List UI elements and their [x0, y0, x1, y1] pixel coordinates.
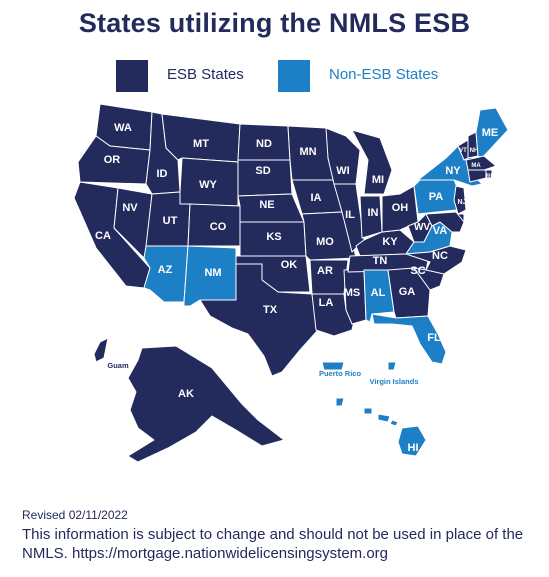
state-mi: [351, 129, 393, 195]
state-label-mi: MI: [372, 174, 384, 186]
state-label-wi: WI: [336, 165, 349, 177]
state-hi: [397, 425, 427, 457]
state-label-va: VA: [433, 225, 448, 237]
state-label-wa: WA: [114, 122, 132, 134]
state-nc: [405, 245, 467, 275]
state-label-tx: TX: [263, 304, 278, 316]
legend-swatch-non-esb: [278, 60, 310, 92]
state-label-ga: GA: [399, 286, 416, 298]
state-ak: [127, 345, 285, 463]
state-me: [475, 107, 509, 159]
state-label-mo: MO: [316, 236, 334, 248]
state-label-ks: KS: [266, 231, 281, 243]
us-map: WA OR CA NV ID MT WY UT AZ CO NM ND SD NE KS OK TX MN IA MO…: [73, 103, 509, 463]
state-label-ms: MS: [344, 287, 361, 299]
state-label-ri: RI: [486, 174, 492, 180]
state-label-nd: ND: [256, 138, 272, 150]
state-hi_isl3: [389, 419, 399, 427]
territory-label-virgin-islands: Virgin Islands: [369, 377, 418, 386]
revised-date: Revised 02/11/2022: [22, 508, 128, 522]
state-label-in: IN: [368, 207, 379, 219]
state-label-wy: WY: [199, 179, 217, 191]
state-label-ca: CA: [95, 230, 111, 242]
state-label-co: CO: [210, 221, 227, 233]
state-label-hi: HI: [408, 442, 419, 454]
state-label-nv: NV: [122, 202, 138, 214]
state-puerto-rico: [321, 361, 345, 371]
state-tx: [199, 263, 319, 377]
state-label-sd: SD: [255, 165, 270, 177]
state-label-ia: IA: [311, 192, 322, 204]
territory-label-puerto-rico: Puerto Rico: [319, 369, 362, 378]
state-label-ne: NE: [259, 199, 274, 211]
state-label-or: OR: [104, 154, 121, 166]
state-label-id: ID: [157, 168, 168, 180]
state-label-il: IL: [345, 209, 355, 221]
state-label-ar: AR: [317, 265, 333, 277]
state-label-de: DE: [465, 212, 475, 219]
legend-label-non-esb: Non-ESB States: [329, 66, 439, 83]
state-sc: [413, 267, 445, 291]
state-nj: [453, 185, 467, 215]
state-label-md: MD: [466, 225, 477, 232]
disclaimer-note: This information is subject to change an…: [22, 526, 524, 562]
state-hi_isl1: [363, 407, 373, 415]
state-label-nc: NC: [432, 250, 448, 262]
state-label-ky: KY: [382, 236, 398, 248]
state-label-vt: VT: [459, 148, 467, 154]
state-label-ak: AK: [178, 388, 194, 400]
state-label-oh: OH: [392, 202, 409, 214]
state-label-sc: SC: [410, 265, 425, 277]
state-label-ny: NY: [445, 165, 461, 177]
state-label-mn: MN: [299, 146, 316, 158]
legend-swatch-esb: [116, 60, 148, 92]
state-label-la: LA: [319, 297, 334, 309]
state-label-nm: NM: [204, 267, 221, 279]
state-label-ut: UT: [163, 215, 178, 227]
state-label-mt: MT: [193, 138, 209, 150]
state-ct: [467, 169, 487, 183]
map-title: States utilizing the NMLS ESB: [78, 8, 471, 38]
state-label-fl: FL: [427, 332, 441, 344]
state-label-nh: NH: [470, 148, 479, 154]
state-virgin-islands: [387, 361, 397, 371]
state-label-ct: CT: [473, 185, 483, 192]
territory-label-guam: Guam: [107, 361, 129, 370]
state-label-az: AZ: [158, 264, 173, 276]
state-md: [425, 211, 465, 233]
state-pr_small: [335, 397, 345, 407]
state-label-me: ME: [482, 127, 499, 139]
state-fl: [371, 313, 447, 365]
state-label-wv: WV: [414, 222, 430, 233]
state-label-ok: OK: [281, 259, 298, 271]
state-label-ma: MA: [471, 163, 481, 169]
state-label-al: AL: [371, 287, 386, 299]
legend-label-esb: ESB States: [167, 66, 244, 83]
state-label-nj: NJ: [458, 199, 467, 206]
state-ma: [465, 155, 497, 173]
state-guam: [93, 337, 109, 363]
state-label-pa: PA: [429, 191, 444, 203]
legend: ESB States Non-ESB States: [0, 60, 549, 92]
state-hi_isl2: [377, 413, 391, 423]
state-label-tn: TN: [373, 255, 388, 267]
